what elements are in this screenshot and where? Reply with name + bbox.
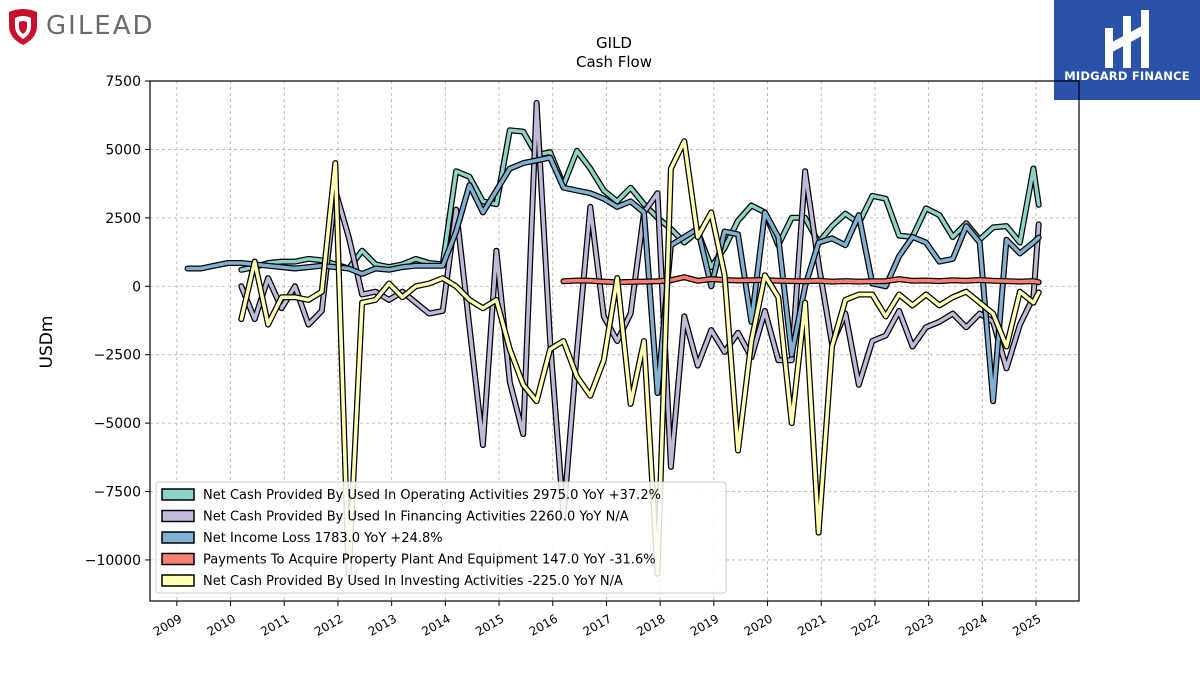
x-tick-label: 2011 <box>258 611 291 638</box>
legend-swatch-2 <box>161 531 195 544</box>
x-tick-label: 2019 <box>688 611 721 638</box>
y-axis-label: USDm <box>37 316 57 369</box>
x-axis-ticks: 2009 2010 2011 2012 2013 2014 2015 2016 2017 2018… <box>151 601 1044 639</box>
x-tick-label: 2012 <box>312 611 345 638</box>
chart-subtitle: Cash Flow <box>576 53 652 71</box>
y-tick-label: 7500 <box>105 74 141 90</box>
x-tick-label: 2020 <box>742 611 775 638</box>
legend-label-1: Net Cash Provided By Used In Financing A… <box>203 510 629 525</box>
y-tick-label: −2500 <box>94 348 141 364</box>
legend-label-4: Net Cash Provided By Used In Investing A… <box>203 574 623 589</box>
gilead-shield-icon <box>9 9 37 45</box>
series-line-2 <box>185 155 1041 403</box>
x-tick-label: 2022 <box>849 611 882 638</box>
legend-swatch-1 <box>161 509 195 523</box>
series-line-3 <box>561 275 1041 284</box>
y-tick-label: 5000 <box>105 142 141 158</box>
midgard-logo-text: MIDGARD FINANCE <box>1064 69 1190 83</box>
y-tick-label: 0 <box>132 279 141 295</box>
x-tick-label: 2017 <box>580 611 613 638</box>
legend-swatch-3 <box>161 552 195 566</box>
legend-label-2: Net Income Loss 1783.0 YoY +24.8% <box>203 531 443 546</box>
legend-swatch-4 <box>161 574 195 587</box>
legend-label-0: Net Cash Provided By Used In Operating A… <box>203 488 661 503</box>
legend: Net Cash Provided By Used In Operating A… <box>155 481 727 594</box>
x-tick-label: 2013 <box>366 611 399 638</box>
x-tick-label: 2025 <box>1010 611 1043 638</box>
chart-title: GILD <box>596 34 632 52</box>
legend-label-3: Payments To Acquire Property Plant And E… <box>203 553 656 568</box>
x-tick-label: 2015 <box>473 611 506 638</box>
x-tick-label: 2010 <box>205 611 238 638</box>
y-tick-label: −7500 <box>94 485 141 501</box>
y-tick-label: −5000 <box>94 416 141 432</box>
gilead-logo: GILEAD <box>6 6 155 46</box>
y-tick-label: 2500 <box>105 211 141 227</box>
x-tick-label: 2016 <box>527 611 560 638</box>
plot-frame <box>149 80 1080 602</box>
x-tick-label: 2023 <box>903 611 936 638</box>
x-tick-label: 2024 <box>956 611 989 638</box>
series-lines <box>184 99 1042 577</box>
x-tick-label: 2009 <box>151 611 184 638</box>
y-axis-ticks: 7500 5000 2500 0 −2500 −5000 −7500 −10000 <box>85 74 150 569</box>
x-tick-label: 2014 <box>419 611 452 638</box>
midgard-finance-logo: MIDGARD FINANCE <box>1054 0 1200 100</box>
x-tick-label: 2018 <box>634 611 667 638</box>
gilead-logo-text: GILEAD <box>46 11 155 41</box>
midgard-mark-icon <box>1105 10 1149 68</box>
x-tick-label: 2021 <box>795 611 828 638</box>
y-tick-label: −10000 <box>85 553 141 569</box>
legend-box <box>155 481 727 594</box>
legend-swatch-0 <box>161 488 195 501</box>
series-line-4 <box>239 139 1041 576</box>
